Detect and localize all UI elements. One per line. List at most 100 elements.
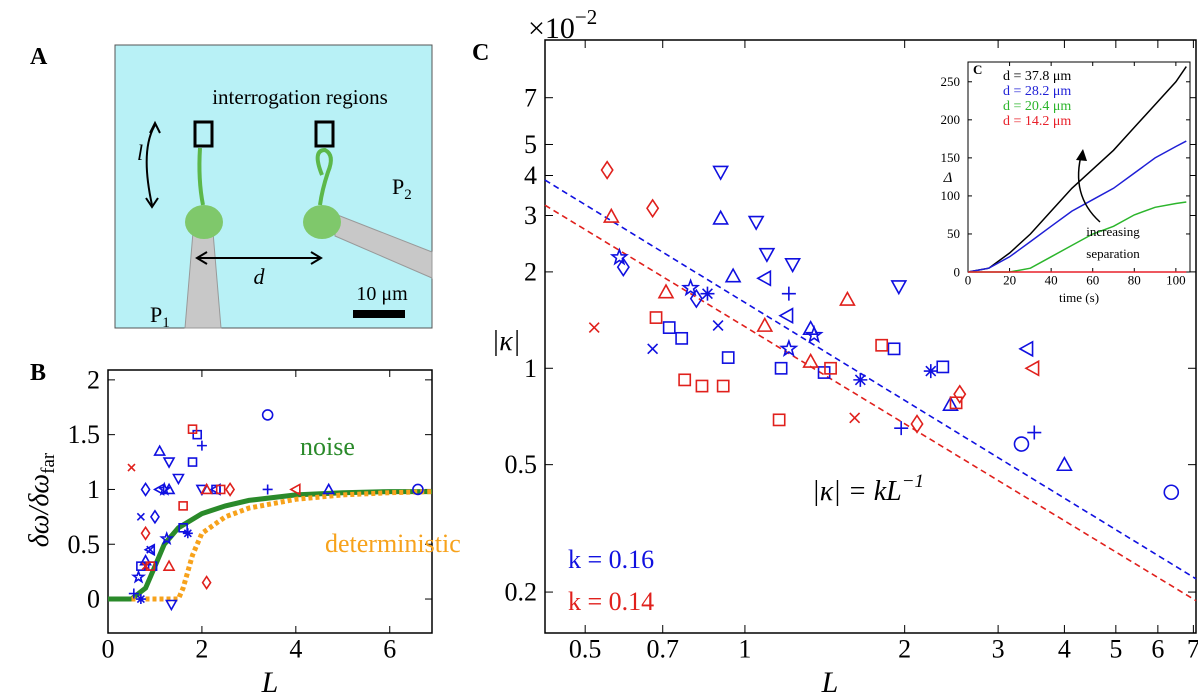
- marker: [225, 482, 236, 497]
- marker: [675, 331, 689, 345]
- marker: [712, 320, 724, 331]
- x-tick-label: 20: [1003, 272, 1016, 287]
- legend-label: d = 20.4 μm: [1003, 99, 1071, 114]
- x-tick-label: 80: [1128, 272, 1141, 287]
- x-tick-label: 7: [1187, 635, 1198, 664]
- pipette-name: P: [150, 302, 162, 327]
- curve: [544, 204, 1197, 602]
- marker: [923, 364, 938, 379]
- marker: [721, 351, 735, 364]
- y-tick-label: 2: [524, 257, 537, 286]
- marker: [322, 482, 336, 495]
- x-tick-label: 6: [383, 635, 396, 664]
- x-tick-label: 4: [289, 635, 302, 664]
- marker: [890, 280, 908, 296]
- panel-label: B: [30, 360, 46, 386]
- scale-label: 10 μm: [356, 283, 408, 305]
- marker: [662, 321, 676, 334]
- scale-bar: [353, 310, 405, 318]
- cell: [185, 205, 223, 239]
- marker: [781, 286, 796, 301]
- marker: [649, 311, 663, 324]
- marker: [1024, 359, 1040, 377]
- y-tick-label: 0: [954, 264, 961, 279]
- marker: [747, 215, 765, 231]
- micrograph: [114, 44, 433, 329]
- x-tick-label: 40: [1045, 272, 1058, 287]
- marker: [196, 440, 207, 451]
- arrowhead: [1076, 149, 1087, 161]
- pipette-sub: 1: [162, 315, 170, 331]
- marker: [802, 352, 820, 368]
- y-tick-label: 1.5: [68, 420, 101, 449]
- marker: [887, 342, 901, 356]
- marker: [849, 412, 861, 424]
- marker: [678, 373, 692, 387]
- marker: [1056, 456, 1073, 472]
- marker: [689, 288, 703, 309]
- marker: [647, 343, 659, 355]
- y-axis-label: |κ|: [492, 326, 521, 357]
- marker: [716, 379, 730, 393]
- region-box: [314, 120, 335, 148]
- curve: [108, 489, 432, 602]
- marker: [839, 290, 856, 306]
- x-tick-label: 2: [898, 635, 911, 664]
- curve-label: k = 0.14: [568, 587, 654, 616]
- legend-label: d = 28.2 μm: [1003, 84, 1071, 99]
- marker: [127, 463, 136, 472]
- marker: [894, 421, 909, 436]
- y-tick-label: 200: [941, 112, 961, 127]
- y-tick-label: 5: [524, 130, 537, 159]
- panel-label: C: [472, 40, 489, 66]
- marker: [172, 473, 185, 486]
- marker: [162, 559, 176, 571]
- marker: [712, 165, 730, 181]
- marker: [695, 379, 709, 393]
- y-tick-label: 4: [524, 161, 537, 190]
- marker: [412, 483, 424, 496]
- marker: [758, 247, 776, 263]
- marker: [1013, 436, 1030, 452]
- flagellum: [197, 147, 205, 206]
- marker: [853, 372, 868, 387]
- region-label: interrogation regions: [212, 85, 388, 109]
- plot-frame: [107, 369, 433, 634]
- y-tick-label: 7: [524, 83, 537, 112]
- y-tick-label: 50: [947, 226, 960, 241]
- curve: [544, 179, 1197, 580]
- formula: |κ| = kL−1: [812, 471, 924, 507]
- marker: [774, 361, 788, 375]
- marker: [1018, 340, 1034, 358]
- y-tick-label: 0.5: [68, 530, 101, 559]
- multiplier-exp: −2: [575, 5, 597, 29]
- x-tick-label: 5: [1109, 635, 1122, 664]
- y-tick-label: 0: [87, 585, 100, 614]
- y-tick-label: 1: [87, 475, 100, 504]
- region-box: [193, 120, 214, 148]
- marker: [143, 543, 156, 557]
- marker: [646, 198, 660, 219]
- x-tick-label: 2: [195, 635, 208, 664]
- y-tick-label: 0.2: [505, 578, 538, 607]
- legend-label: d = 14.2 μm: [1003, 114, 1071, 129]
- marker: [289, 483, 301, 496]
- x-axis-label: L: [261, 666, 279, 699]
- pipette-label: P2: [392, 174, 412, 203]
- marker: [215, 484, 226, 495]
- marker: [262, 484, 273, 495]
- marker: [136, 512, 145, 521]
- marker: [724, 267, 742, 283]
- marker: [779, 338, 799, 358]
- marker: [756, 269, 772, 287]
- marker: [824, 361, 837, 375]
- y-tick-label: 0.5: [505, 450, 538, 479]
- y-tick-label: 150: [941, 150, 961, 165]
- marker: [712, 209, 730, 225]
- x-tick-label: 4: [1058, 635, 1071, 664]
- x-tick-label: 6: [1151, 635, 1164, 664]
- marker: [182, 528, 193, 539]
